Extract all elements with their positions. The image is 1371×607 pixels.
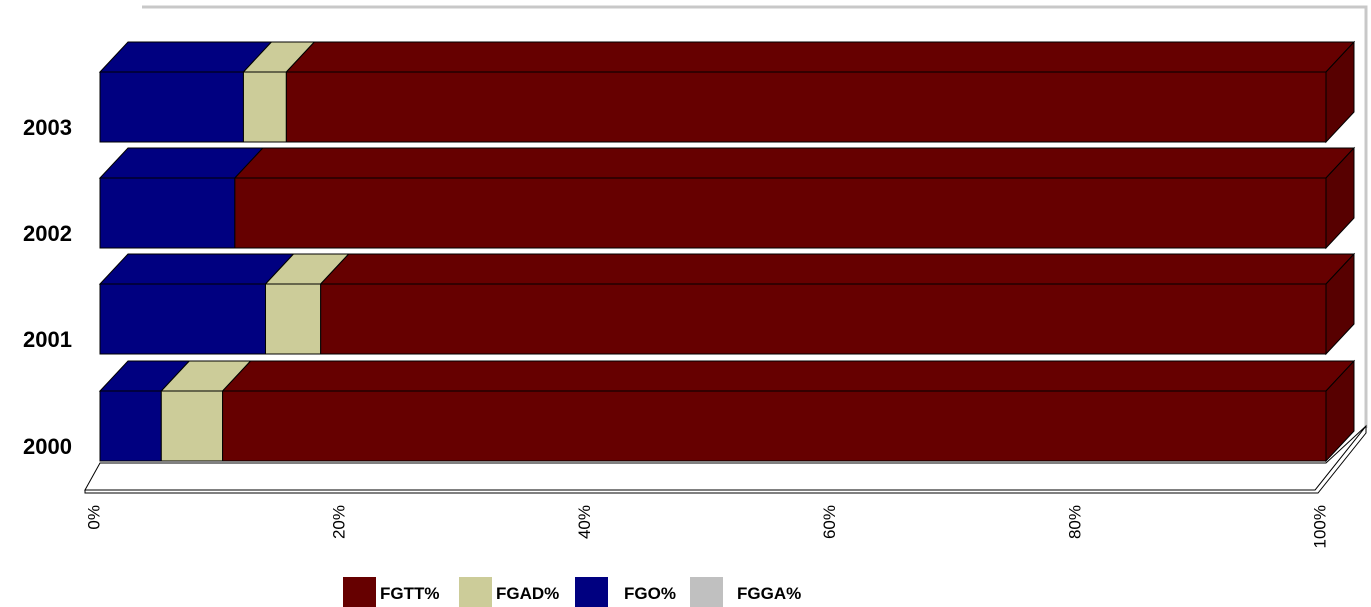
bar-fgo-2002	[99, 177, 236, 249]
x-tick-label-3: 60%	[820, 505, 839, 539]
legend-swatch-fgga	[690, 577, 723, 607]
bar-top-fgo-2003	[98, 41, 273, 73]
category-label-2002: 2002	[23, 221, 72, 246]
bar-fgo-2001	[99, 283, 267, 355]
x-tick-label-5: 100%	[1310, 505, 1329, 548]
category-labels: 2003 2002 2001 2000	[23, 115, 72, 459]
floor-top	[84, 425, 1367, 491]
bar-top-fgtt-2002	[233, 147, 1356, 179]
legend-swatch-fgad	[459, 577, 492, 607]
bar-top-fgtt-2000	[221, 360, 1356, 392]
legend-label-fgtt: FGTT%	[380, 584, 440, 603]
back-wall-edge	[142, 5, 1368, 428]
bar-fgtt-2000	[222, 390, 1327, 462]
legend-label-fgad: FGAD%	[496, 584, 559, 603]
x-tick-label-4: 80%	[1065, 505, 1084, 539]
legend-label-fgga: FGGA%	[737, 584, 801, 603]
bar-side-fgtt-2003	[1325, 40, 1355, 144]
bar-top-fgtt-2001	[319, 253, 1356, 285]
bar-fgo-2003	[99, 71, 244, 143]
bar-fgad-2003	[242, 71, 287, 143]
category-label-2000: 2000	[23, 434, 72, 459]
x-tick-label-1: 20%	[330, 505, 349, 539]
legend-label-fgo: FGO%	[624, 584, 676, 603]
category-label-2003: 2003	[23, 115, 72, 140]
bars-group	[98, 40, 1356, 463]
x-tick-label-2: 40%	[575, 505, 594, 539]
category-label-2001: 2001	[23, 327, 72, 352]
bar-fgo-2000	[99, 390, 162, 462]
bar-fgad-2001	[265, 283, 322, 355]
legend-swatch-fgtt	[343, 577, 376, 607]
chart-floor	[84, 424, 1367, 494]
x-axis-tick-labels: 0% 20% 40% 60% 80% 100%	[84, 505, 1329, 548]
bar-fgad-2000	[160, 390, 224, 462]
bar-top-fgtt-2003	[285, 41, 1356, 73]
legend-swatch-fgo	[575, 577, 608, 607]
bar-side-fgtt-2001	[1325, 252, 1355, 356]
bar-side-fgtt-2002	[1325, 146, 1355, 250]
plot-area-frame	[142, 5, 1368, 428]
bar-top-fgo-2001	[98, 253, 295, 285]
x-tick-label-0: 0%	[84, 505, 103, 530]
bar-fgtt-2001	[320, 283, 1327, 355]
bar-fgtt-2002	[234, 177, 1327, 249]
bar-side-fgtt-2000	[1325, 359, 1355, 463]
bar-fgtt-2003	[285, 71, 1327, 143]
legend: FGTT% FGAD% FGO% FGGA%	[343, 577, 801, 607]
